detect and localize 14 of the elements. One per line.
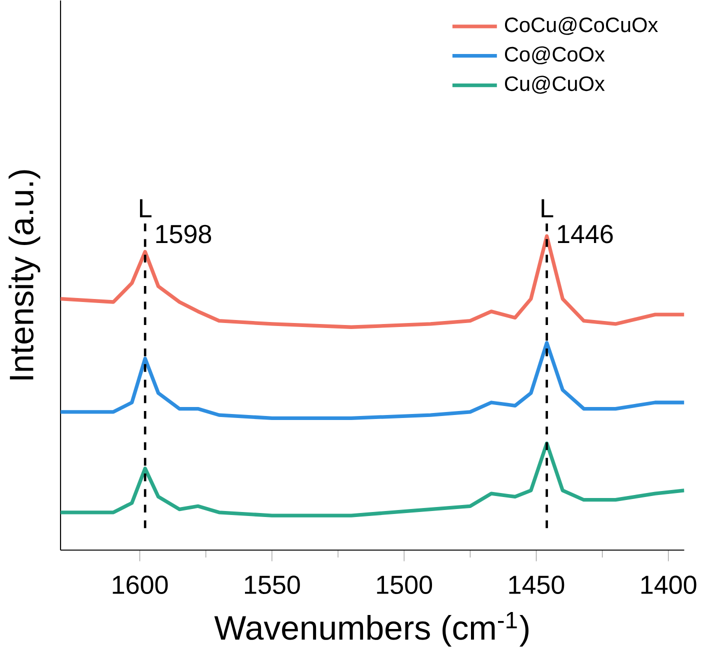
text: L xyxy=(542,199,554,218)
x-axis-title: Wavenumbers (cm$^{-1}$) xyxy=(214,612,528,646)
legend-label: Co@CoOx xyxy=(504,46,605,64)
text: L xyxy=(140,199,152,218)
x-tick-label: 1550 xyxy=(244,576,300,594)
legend-label: CoCu@CoCuOx xyxy=(504,16,658,35)
x-tick-label: 1600 xyxy=(112,576,168,594)
x-tick-label: 1450 xyxy=(509,576,564,594)
ref-line-label: 1446 xyxy=(558,224,613,244)
legend-label: Cu@CuOx xyxy=(504,76,605,94)
x-tick-label: 1500 xyxy=(377,576,432,594)
ref-line-label: 1598 xyxy=(156,224,212,244)
y-axis-title: Intensity (a.u.) xyxy=(8,170,40,380)
x-tick-label: 1400 xyxy=(641,576,696,594)
